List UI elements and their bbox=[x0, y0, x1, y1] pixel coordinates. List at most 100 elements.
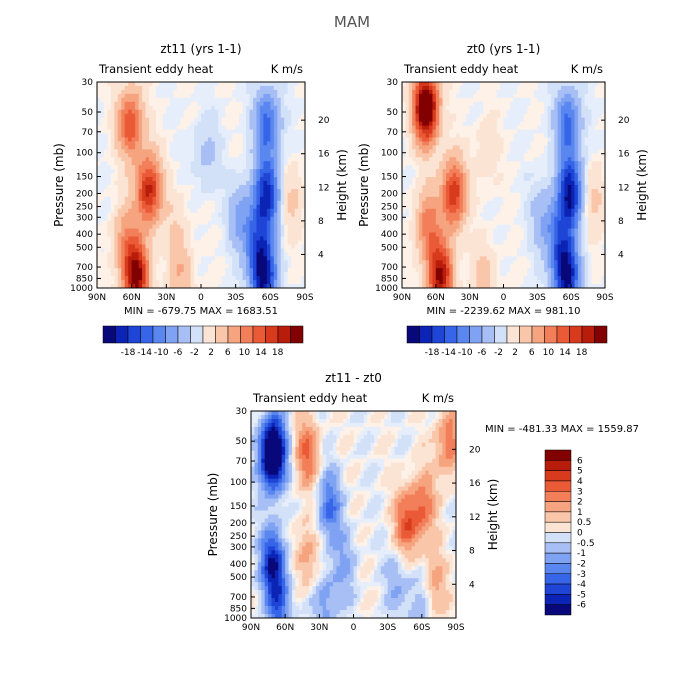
heatmap-cell bbox=[594, 89, 599, 95]
heatmap-cell bbox=[266, 268, 271, 273]
heatmap-cell bbox=[301, 165, 306, 170]
heatmap-cell bbox=[294, 240, 299, 245]
heatmap-cell bbox=[187, 181, 191, 186]
heatmap-cell bbox=[287, 129, 292, 134]
heatmap-cell bbox=[253, 268, 257, 273]
heatmap-cell bbox=[442, 145, 447, 150]
heatmap-cell bbox=[103, 276, 108, 281]
heatmap-cell bbox=[263, 272, 268, 277]
heatmap-cell bbox=[218, 272, 223, 277]
heatmap-cell bbox=[503, 192, 508, 198]
heatmap-cell bbox=[218, 89, 223, 95]
heatmap-cell bbox=[266, 157, 271, 162]
heatmap-cell bbox=[270, 188, 275, 194]
heatmap-cell bbox=[124, 260, 129, 265]
heatmap-cell bbox=[124, 89, 129, 95]
heatmap-cell bbox=[117, 133, 122, 138]
heatmap-cell bbox=[194, 101, 198, 107]
heatmap-cell bbox=[145, 204, 150, 210]
heatmap-cell bbox=[221, 220, 226, 226]
heatmap-cell bbox=[503, 89, 508, 95]
heatmap-cell bbox=[218, 169, 223, 174]
heatmap-cell bbox=[581, 109, 586, 115]
heatmap-cell bbox=[422, 117, 427, 123]
heatmap-cell bbox=[520, 113, 525, 119]
heatmap-cell bbox=[201, 204, 205, 210]
heatmap-cell bbox=[239, 113, 243, 119]
heatmap-cell bbox=[415, 121, 420, 126]
heatmap-cell bbox=[145, 97, 150, 103]
heatmap-cell bbox=[114, 113, 119, 119]
heatmap-cell bbox=[159, 85, 164, 91]
heatmap-cell bbox=[517, 192, 521, 198]
heatmap-cell bbox=[183, 228, 188, 233]
heatmap-cell bbox=[567, 149, 572, 154]
heatmap-cell bbox=[405, 129, 410, 134]
heatmap-cell bbox=[176, 153, 181, 158]
heatmap-cell bbox=[211, 220, 216, 226]
heatmap-cell bbox=[131, 244, 136, 249]
heatmap-cell bbox=[169, 228, 174, 233]
heatmap-cell bbox=[445, 137, 450, 142]
heatmap-cell bbox=[550, 113, 555, 119]
heatmap-cell bbox=[246, 280, 250, 285]
heatmap-cell bbox=[246, 121, 250, 126]
heatmap-cell bbox=[489, 133, 494, 138]
heatmap-cell bbox=[266, 137, 271, 142]
heatmap-cell bbox=[117, 280, 122, 285]
heatmap-cell bbox=[473, 145, 477, 150]
heatmap-cell bbox=[486, 137, 491, 142]
heatmap-cell bbox=[594, 141, 599, 146]
heatmap-cell bbox=[107, 256, 112, 261]
heatmap-cell bbox=[162, 264, 167, 269]
heatmap-cell bbox=[204, 228, 209, 233]
heatmap-cell bbox=[594, 117, 599, 123]
heatmap-cell bbox=[429, 133, 433, 138]
heatmap-cell bbox=[121, 109, 126, 115]
heatmap-cell bbox=[452, 141, 457, 146]
heatmap-cell bbox=[97, 248, 101, 253]
heatmap-cell bbox=[259, 248, 264, 253]
heatmap-cell bbox=[180, 212, 185, 218]
heatmap-cell bbox=[100, 224, 105, 229]
heatmap-cell bbox=[107, 93, 112, 99]
heatmap-cell bbox=[298, 181, 302, 186]
heatmap-cell bbox=[537, 89, 542, 95]
heatmap-cell bbox=[145, 280, 150, 285]
heatmap-cell bbox=[149, 220, 153, 226]
heatmap-cell bbox=[284, 105, 289, 111]
heatmap-cell bbox=[242, 240, 247, 245]
heatmap-cell bbox=[246, 181, 250, 186]
heatmap-cell bbox=[476, 141, 481, 146]
heatmap-cell bbox=[162, 248, 167, 253]
heatmap-cell bbox=[249, 85, 254, 91]
heatmap-cell bbox=[564, 121, 569, 126]
heatmap-cell bbox=[207, 228, 212, 233]
heatmap-cell bbox=[235, 85, 240, 91]
heatmap-cell bbox=[259, 161, 264, 166]
heatmap-cell bbox=[469, 93, 474, 99]
heatmap-cell bbox=[100, 89, 105, 95]
heatmap-cell bbox=[277, 248, 282, 253]
heatmap-cell bbox=[138, 240, 143, 245]
heatmap-cell bbox=[402, 105, 406, 111]
heatmap-cell bbox=[256, 192, 261, 198]
heatmap-cell bbox=[225, 284, 230, 289]
heatmap-cell bbox=[435, 157, 440, 162]
heatmap-cell bbox=[405, 105, 410, 111]
heatmap-cell bbox=[513, 85, 518, 91]
heatmap-cell bbox=[294, 232, 299, 237]
heatmap-cell bbox=[242, 85, 247, 91]
heatmap-cell bbox=[221, 101, 226, 107]
heatmap-cell bbox=[500, 185, 504, 190]
heatmap-cell bbox=[489, 192, 494, 198]
y-tick-label: 500 bbox=[76, 243, 93, 253]
heatmap-cell bbox=[228, 200, 233, 206]
heatmap-cell bbox=[103, 145, 108, 150]
heatmap-cell bbox=[418, 101, 423, 107]
heatmap-cell bbox=[456, 196, 460, 202]
heatmap-cell bbox=[135, 121, 139, 126]
heatmap-cell bbox=[121, 85, 126, 91]
heatmap-cell bbox=[221, 117, 226, 123]
heatmap-cell bbox=[270, 141, 275, 146]
